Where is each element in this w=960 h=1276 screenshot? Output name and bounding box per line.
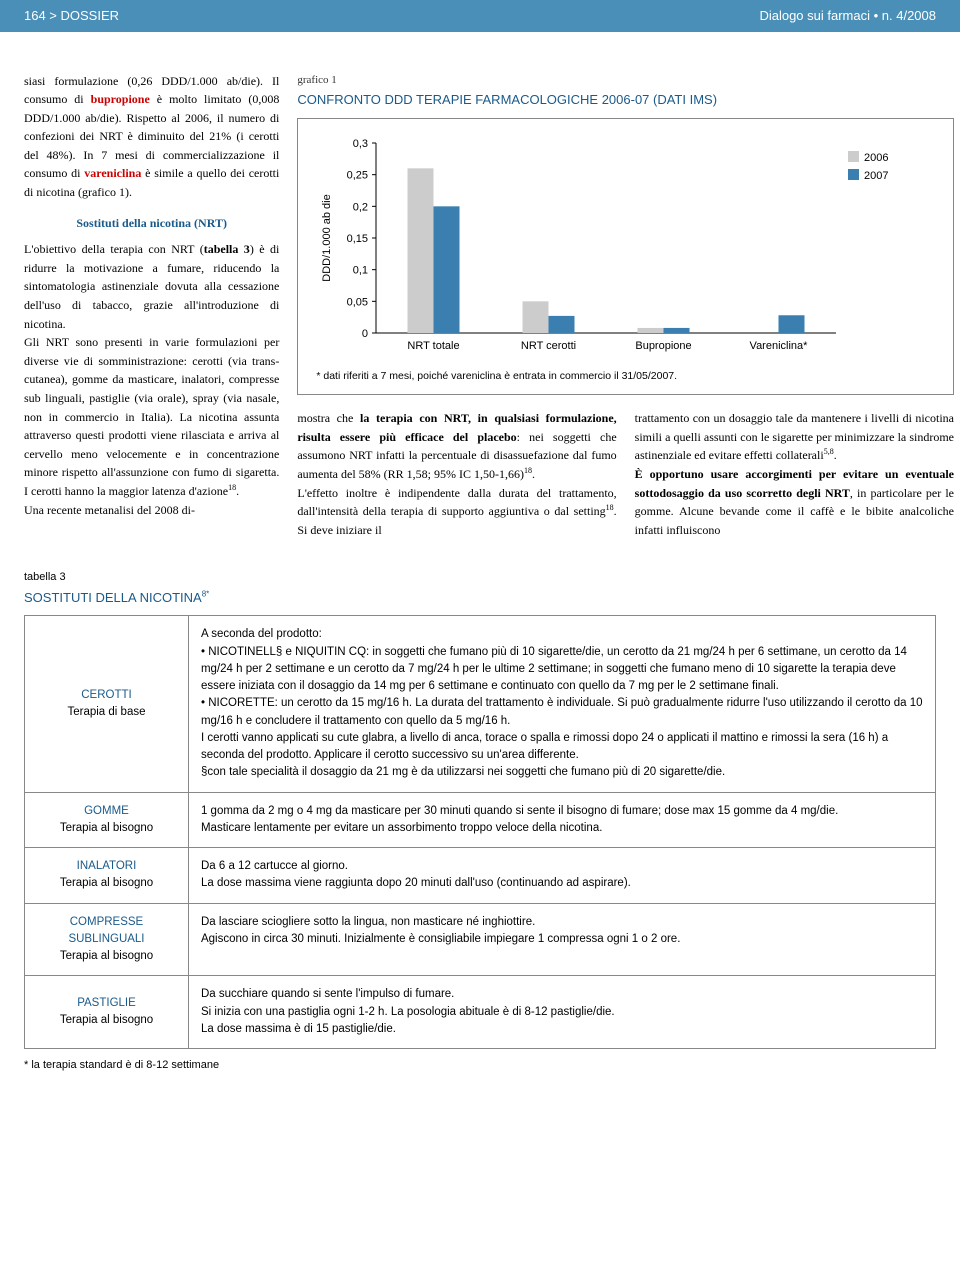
right-chart-section: grafico 1 CONFRONTO DDD TERAPIE FARMACOL… [297, 72, 954, 540]
col3-p1b: . [834, 448, 837, 462]
left-text-column: siasi formulazione (0,26 DDD/1.000 ab/di… [24, 72, 279, 540]
col1-paragraph-1: siasi formulazione (0,26 DDD/1.000 ab/di… [24, 72, 279, 202]
table-row: PASTIGLIETerapia al bisognoDa succhiare … [25, 976, 936, 1049]
col1-paragraph-3: Gli NRT sono presenti in varie formulazi… [24, 333, 279, 500]
table-row-content: A seconda del prodotto:• NICOTINELL§ e N… [188, 616, 935, 792]
tabella-grid: CEROTTITerapia di baseA seconda del prod… [24, 615, 936, 1049]
tabella-title: SOSTITUTI DELLA NICOTINA8* [24, 588, 936, 608]
svg-text:DDD/1.000 ab die: DDD/1.000 ab die [321, 194, 333, 281]
chart-title: CONFRONTO DDD TERAPIE FARMACOLOGICHE 200… [297, 90, 954, 110]
col1-p3: Gli NRT sono presenti in varie formulazi… [24, 335, 279, 498]
col3-p1: trattamento con un dosaggio tale da mant… [635, 409, 954, 465]
svg-text:2007: 2007 [864, 170, 888, 182]
tabella-title-sup: 8* [202, 590, 210, 599]
header-right: Dialogo sui farmaci • n. 4/2008 [759, 6, 936, 26]
tabella-footnote: * la terapia standard è di 8-12 settiman… [24, 1057, 936, 1074]
col1-vareniclina: vareniclina [84, 166, 141, 180]
table-row-content: 1 gomma da 2 mg o 4 mg da masticare per … [188, 792, 935, 848]
col2-p2a: L'effetto inoltre è indipendente dalla d… [297, 486, 616, 519]
col3-p2: È opportuno usare accorgimenti per evita… [635, 465, 954, 539]
table-row-label: CEROTTITerapia di base [25, 616, 189, 792]
col3-p1-sup: 5,8 [824, 447, 834, 456]
upper-columns: siasi formulazione (0,26 DDD/1.000 ab/di… [24, 72, 936, 540]
bar-chart-svg: 0 0,05 0,1 0,15 0,2 0,25 0,3 DDD/1.000 ab die NR… [316, 133, 916, 363]
chart-box: 0 0,05 0,1 0,15 0,2 0,25 0,3 DDD/1.000 ab die NR… [297, 118, 954, 396]
svg-text:NRT cerotti: NRT cerotti [521, 340, 576, 352]
table-row-content: Da succhiare quando si sente l'impulso d… [188, 976, 935, 1049]
col2-p1-sup: 18 [524, 466, 532, 475]
table-row-label: GOMMETerapia al bisogno [25, 792, 189, 848]
col2-p1b: . [532, 467, 535, 481]
col3-p1a: trattamento con un dosaggio tale da mant… [635, 411, 954, 462]
lower-two-col: mostra che la terapia con NRT, in qualsi… [297, 409, 954, 539]
table-row-label: PASTIGLIETerapia al bisogno [25, 976, 189, 1049]
table-row: COMPRESSE SUBLINGUALITerapia al bisognoD… [25, 903, 936, 976]
svg-text:2006: 2006 [864, 152, 888, 164]
svg-text:0,3: 0,3 [353, 138, 368, 150]
col2: mostra che la terapia con NRT, in qualsi… [297, 409, 616, 539]
svg-text:0,25: 0,25 [347, 169, 368, 181]
col2-p1-span: mostra che la terapia con NRT, in qualsi… [297, 411, 616, 481]
table-row-content: Da 6 a 12 cartucce al giorno.La dose mas… [188, 848, 935, 904]
table-row: GOMMETerapia al bisogno1 gomma da 2 mg o… [25, 792, 936, 848]
svg-text:0,2: 0,2 [353, 201, 368, 213]
table-row-label: INALATORITerapia al bisogno [25, 848, 189, 904]
col3: trattamento con un dosaggio tale da mant… [635, 409, 954, 539]
chart-footnote: * dati riferiti a 7 mesi, poiché varenic… [316, 369, 935, 385]
page-header: 164 > DOSSIER Dialogo sui farmaci • n. 4… [0, 0, 960, 32]
header-left: 164 > DOSSIER [24, 6, 119, 26]
svg-text:0: 0 [362, 328, 368, 340]
col2-p2: L'effetto inoltre è indipendente dalla d… [297, 484, 616, 540]
table-row: INALATORITerapia al bisognoDa 6 a 12 car… [25, 848, 936, 904]
col1-bupropione: bupropione [91, 92, 150, 106]
tabella-label: tabella 3 [24, 569, 936, 586]
table-row-label: COMPRESSE SUBLINGUALITerapia al bisogno [25, 903, 189, 976]
table-row: CEROTTITerapia di baseA seconda del prod… [25, 616, 936, 792]
svg-text:0,1: 0,1 [353, 264, 368, 276]
col1-p2a: L'obiettivo della terapia con NRT (tabel… [24, 242, 279, 330]
tabella-title-text: SOSTITUTI DELLA NICOTINA [24, 590, 202, 605]
table-row-content: Da lasciare sciogliere sotto la lingua, … [188, 903, 935, 976]
svg-text:Vareniclina*: Vareniclina* [750, 340, 809, 352]
page-content: siasi formulazione (0,26 DDD/1.000 ab/di… [0, 32, 960, 1098]
tabella-3: tabella 3 SOSTITUTI DELLA NICOTINA8* CER… [24, 569, 936, 1073]
chart-label: grafico 1 [297, 72, 954, 89]
svg-text:NRT totale: NRT totale [408, 340, 460, 352]
col1-paragraph-2: L'obiettivo della terapia con NRT (tabel… [24, 240, 279, 333]
col1-paragraph-4: Una recente metanalisi del 2008 di- [24, 501, 279, 520]
col1-p3-sup: 18 [228, 483, 236, 492]
col1-p3b: . [236, 484, 239, 498]
svg-text:0,05: 0,05 [347, 296, 368, 308]
svg-text:0,15: 0,15 [347, 233, 368, 245]
col1-subhead: Sostituti della nicotina (NRT) [24, 214, 279, 233]
svg-text:Bupropione: Bupropione [636, 340, 692, 352]
col2-p1: mostra che la terapia con NRT, in qualsi… [297, 409, 616, 483]
col2-p2-sup: 18 [606, 503, 614, 512]
